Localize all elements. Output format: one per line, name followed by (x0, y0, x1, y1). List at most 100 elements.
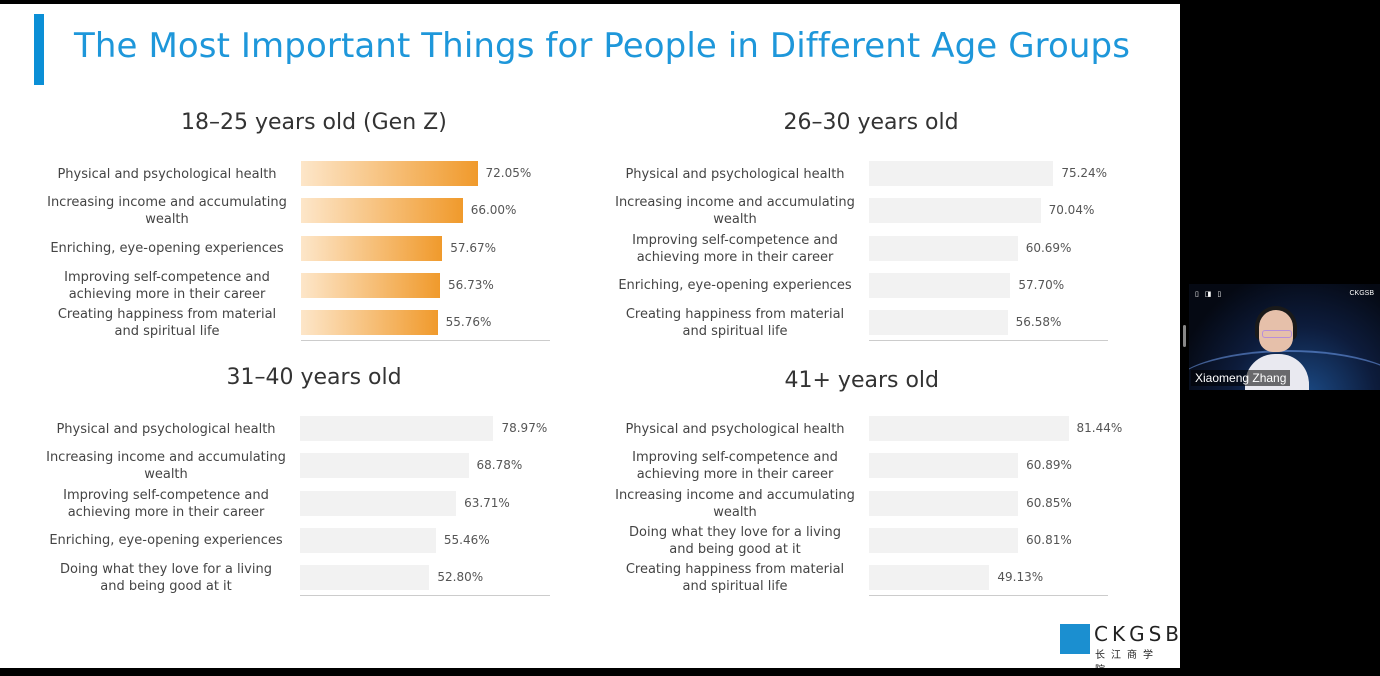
data-label: 72.05% (485, 166, 532, 180)
category-label-wrap: Physical and psychological health (47, 156, 287, 192)
chart-baseline (300, 594, 550, 596)
category-label: Creating happiness from material and spi… (625, 307, 845, 340)
ckgsb-logo: CKGSB 长江商学院 (1060, 622, 1179, 668)
chart-title: 41+ years old (784, 368, 940, 393)
earth-horizon (1189, 350, 1380, 390)
category-label: Creating happiness from material and spi… (57, 307, 277, 340)
category-label-wrap: Improving self-competence and achieving … (615, 448, 855, 484)
data-label: 57.70% (1018, 277, 1065, 292)
data-label: 70.04% (1048, 203, 1095, 218)
bar (869, 416, 1069, 441)
category-label-wrap: Physical and psychological health (615, 411, 855, 447)
category-label-wrap: Creating happiness from material and spi… (615, 305, 855, 341)
data-label: 75.24% (1061, 166, 1108, 180)
category-label: Improving self-competence and achieving … (632, 232, 838, 265)
category-label: Doing what they love for a living and be… (60, 562, 272, 595)
bar (869, 161, 1054, 186)
category-label: Enriching, eye-opening experiences (50, 241, 284, 257)
category-label: Physical and psychological health (56, 421, 276, 437)
category-label-wrap: Doing what they love for a living and be… (615, 523, 855, 559)
chart-baseline (869, 339, 1108, 341)
chart-title: 31–40 years old (226, 365, 402, 390)
category-label: Enriching, eye-opening experiences (618, 278, 852, 294)
category-label-wrap: Creating happiness from material and spi… (47, 305, 287, 341)
category-label-wrap: Increasing income and accumulating wealt… (615, 486, 855, 522)
data-label: 52.80% (437, 570, 484, 585)
data-label: 66.00% (470, 203, 517, 218)
category-label-wrap: Physical and psychological health (615, 156, 855, 192)
data-label: 55.76% (445, 315, 492, 330)
category-label-wrap: Creating happiness from material and spi… (615, 560, 855, 596)
slide-title: The Most Important Things for People in … (74, 26, 1131, 66)
category-label: Increasing income and accumulating wealt… (46, 450, 286, 483)
bar (301, 310, 438, 336)
category-label: Improving self-competence and achieving … (64, 269, 270, 302)
category-label: Physical and psychological health (57, 166, 277, 182)
data-label: 81.44% (1076, 421, 1123, 435)
video-brand-logo: CKGSB (1349, 290, 1374, 297)
bar (300, 527, 436, 553)
bar (300, 453, 469, 479)
category-label-wrap: Improving self-competence and achieving … (46, 486, 286, 522)
data-label: 55.46% (443, 532, 490, 547)
data-label: 60.69% (1025, 240, 1072, 255)
bar (869, 527, 1018, 553)
panel-resize-handle[interactable] (1183, 325, 1186, 347)
logo-text: CKGSB (1094, 622, 1180, 646)
ckgsb-logo-icon (1060, 624, 1090, 654)
data-label: 56.73% (447, 277, 494, 292)
participant-video-tile[interactable]: ▯ ◨ ▯ CKGSB Xiaomeng Zhang (1189, 284, 1380, 390)
chart-title: 18–25 years old (Gen Z) (181, 110, 447, 135)
data-label: 60.81% (1025, 532, 1072, 547)
chart-baseline (301, 339, 550, 341)
chart-title: 26–30 years old (783, 110, 959, 135)
category-label-wrap: Increasing income and accumulating wealt… (615, 193, 855, 229)
category-label: Creating happiness from material and spi… (625, 562, 845, 595)
category-label-wrap: Enriching, eye-opening experiences (615, 268, 855, 304)
bar (869, 198, 1041, 224)
bar (300, 490, 457, 516)
category-label: Improving self-competence and achieving … (63, 487, 269, 520)
category-label-wrap: Improving self-competence and achieving … (615, 231, 855, 267)
chart-baseline (869, 594, 1108, 596)
data-label: 60.89% (1026, 458, 1072, 473)
category-label: Enriching, eye-opening experiences (49, 533, 283, 549)
category-label-wrap: Increasing income and accumulating wealt… (47, 193, 287, 229)
bar (869, 490, 1019, 516)
data-label: 78.97% (501, 421, 548, 435)
slide: The Most Important Things for People in … (0, 4, 1180, 668)
data-label: 49.13% (997, 570, 1044, 585)
data-label: 56.58% (1015, 315, 1062, 330)
category-label: Increasing income and accumulating wealt… (615, 195, 855, 228)
participant-glasses (1262, 330, 1292, 338)
data-label: 57.67% (450, 240, 497, 255)
data-label: 68.78% (476, 458, 523, 473)
category-label: Physical and psychological health (625, 166, 845, 182)
video-status-icons: ▯ ◨ ▯ (1195, 291, 1224, 298)
logo-subtext: 长江商学院 (1095, 650, 1159, 668)
data-label: 60.85% (1026, 495, 1072, 510)
bar (301, 235, 443, 261)
bar (301, 272, 440, 298)
category-label: Doing what they love for a living and be… (629, 524, 841, 557)
bar (301, 198, 463, 224)
category-label-wrap: Improving self-competence and achieving … (47, 268, 287, 304)
bar (301, 161, 478, 186)
bar (869, 235, 1018, 261)
bar (869, 565, 990, 591)
bar (869, 453, 1019, 479)
category-label-wrap: Increasing income and accumulating wealt… (46, 448, 286, 484)
title-accent-bar (34, 14, 44, 85)
bar (869, 272, 1011, 298)
category-label-wrap: Enriching, eye-opening experiences (47, 231, 287, 267)
category-label: Improving self-competence and achieving … (632, 450, 838, 483)
participant-name-label: Xiaomeng Zhang (1191, 370, 1291, 386)
category-label-wrap: Enriching, eye-opening experiences (46, 523, 286, 559)
category-label: Increasing income and accumulating wealt… (47, 195, 287, 228)
data-label: 63.71% (464, 495, 510, 510)
bar (300, 565, 430, 591)
category-label: Increasing income and accumulating wealt… (615, 487, 855, 520)
category-label: Physical and psychological health (625, 421, 845, 437)
bar (869, 310, 1008, 336)
category-label-wrap: Doing what they love for a living and be… (46, 560, 286, 596)
